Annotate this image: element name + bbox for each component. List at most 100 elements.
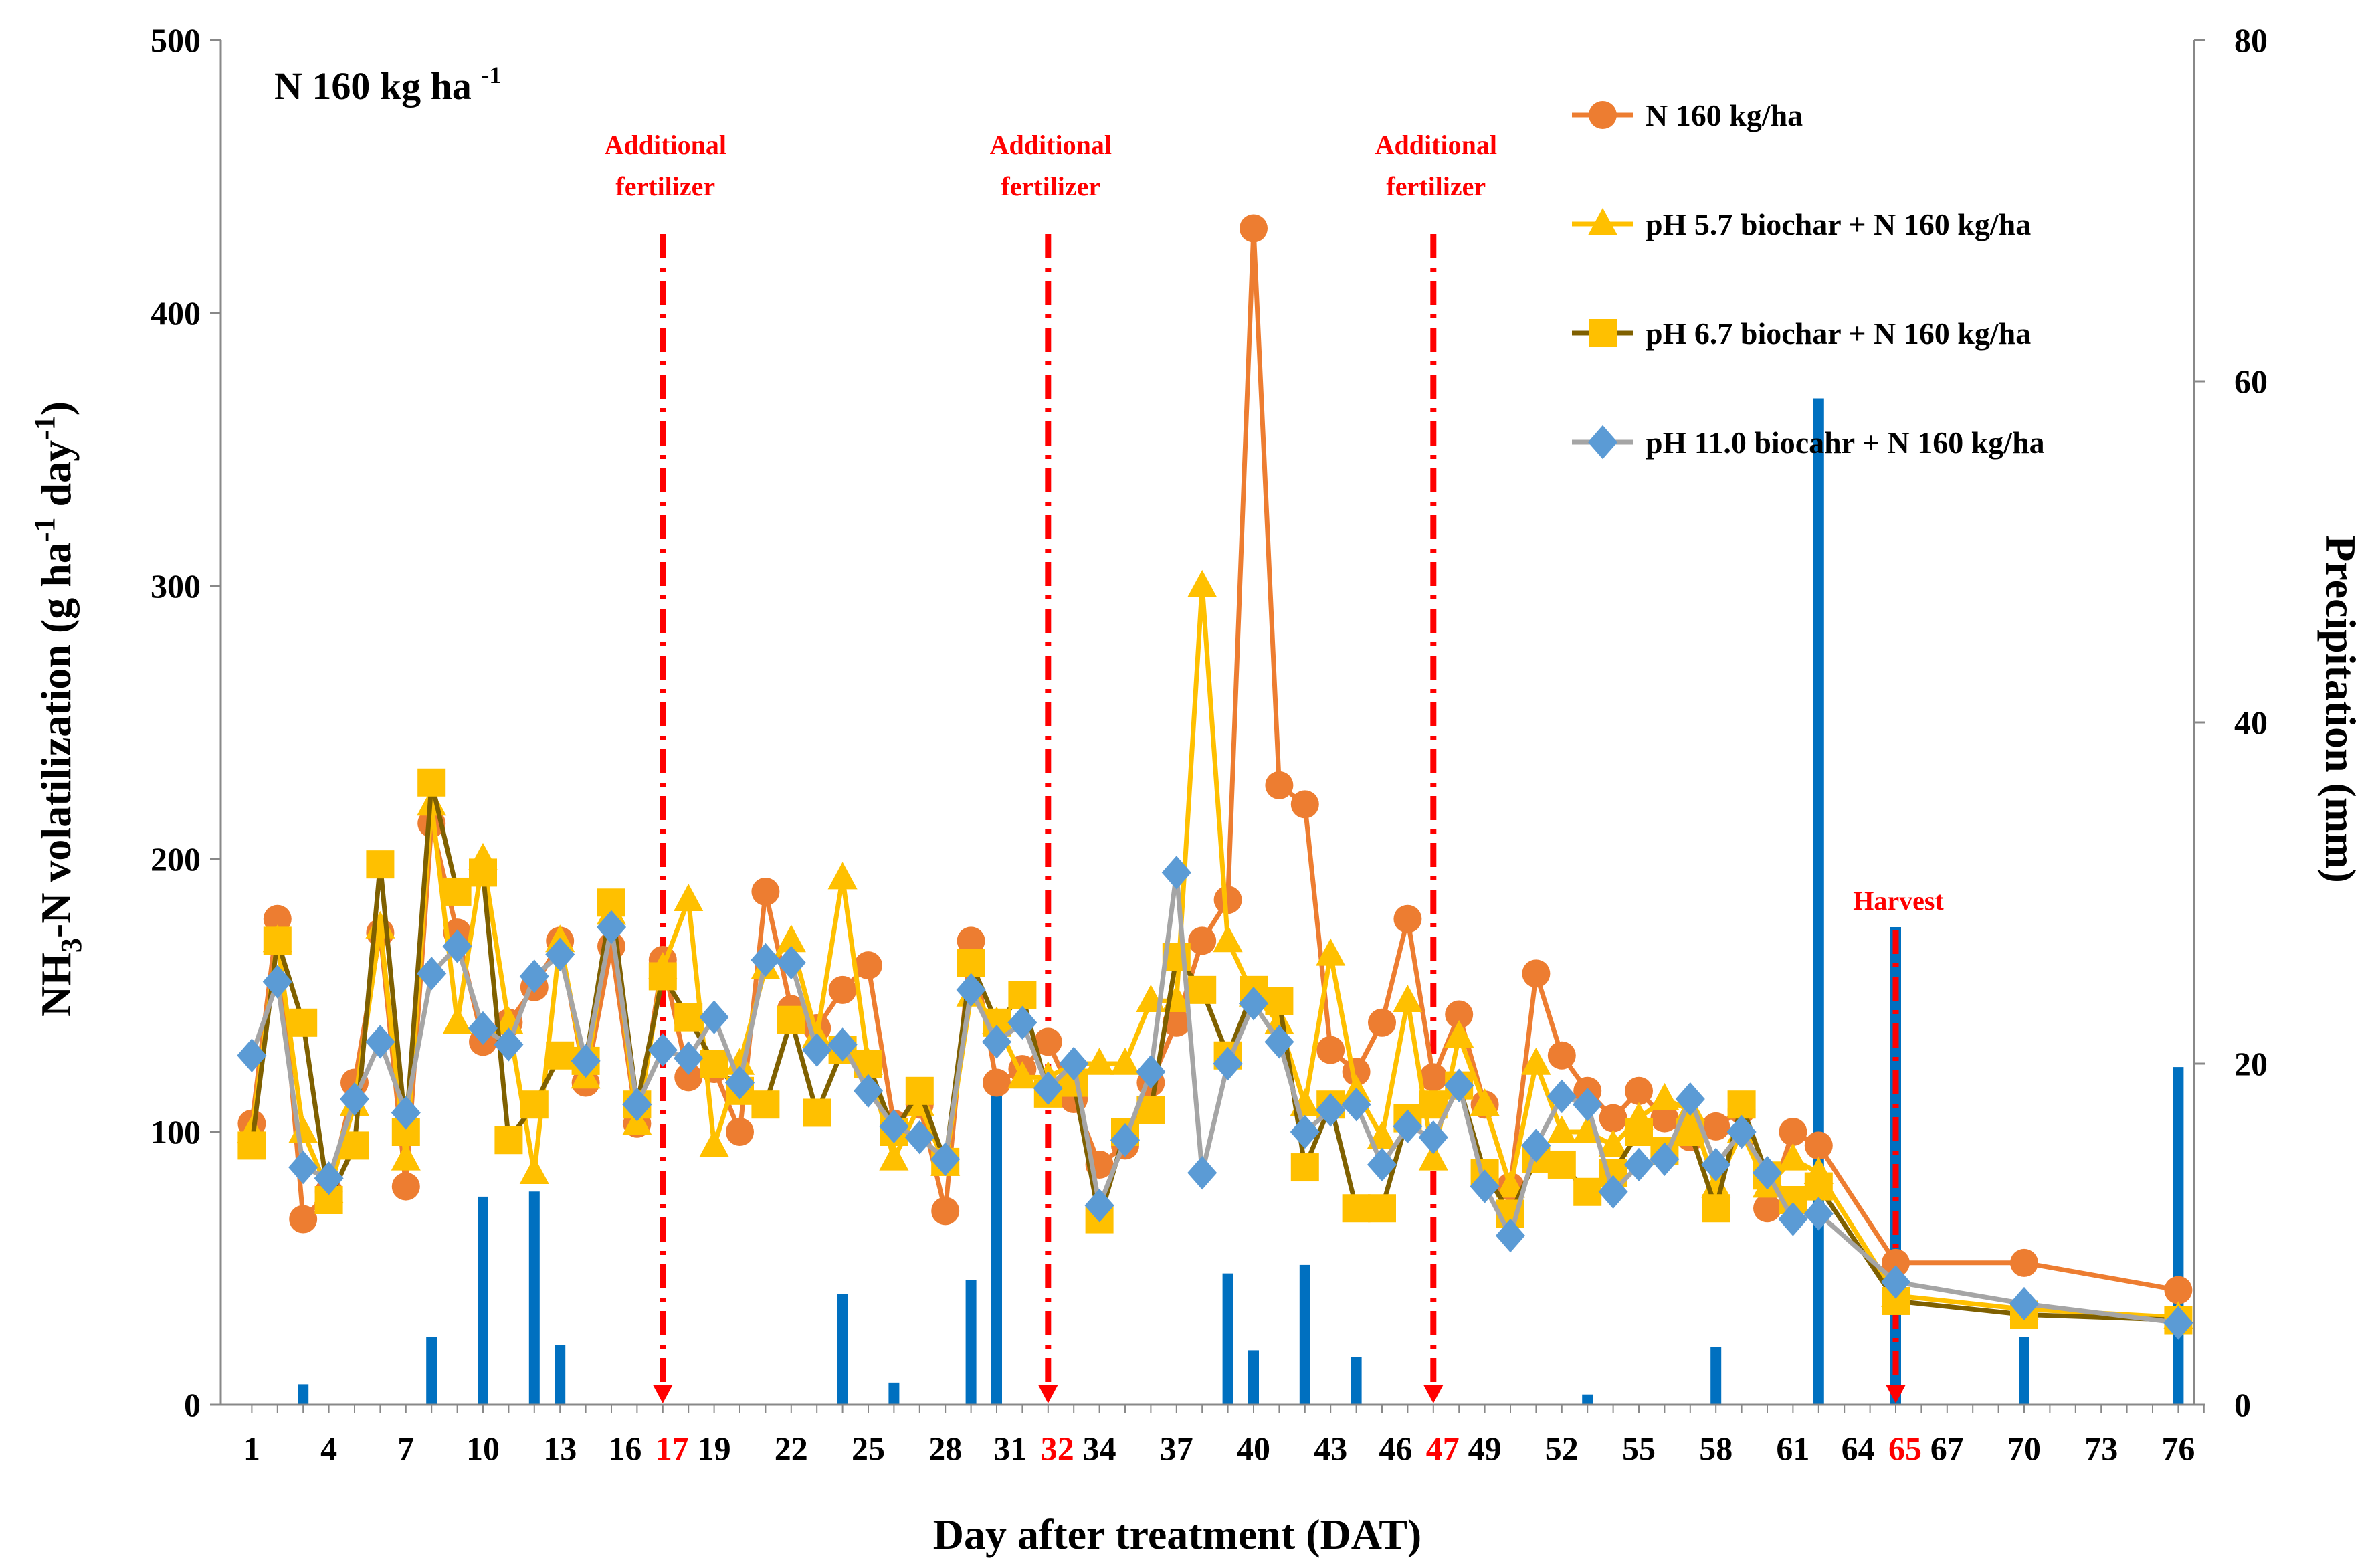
- legend-swatch-marker: [1589, 319, 1617, 347]
- x-tick-label: 46: [1379, 1430, 1412, 1467]
- data-point: [1495, 1218, 1526, 1253]
- data-point: [340, 1131, 369, 1160]
- data-point: [1702, 1194, 1730, 1223]
- event-arrowhead: [1423, 1385, 1444, 1403]
- data-point: [314, 1161, 344, 1195]
- series-lines: [237, 214, 2193, 1340]
- data-point: [1393, 1109, 1423, 1144]
- data-point: [1187, 569, 1217, 597]
- data-point: [751, 877, 780, 906]
- data-point: [1599, 1104, 1627, 1133]
- data-point: [1650, 1082, 1680, 1110]
- data-point: [1650, 1142, 1680, 1176]
- data-point: [674, 884, 704, 911]
- event-annotation: Additional: [1375, 130, 1497, 160]
- x-tick-label: 65: [1888, 1430, 1922, 1467]
- data-point: [1342, 1194, 1371, 1223]
- data-point: [1136, 1055, 1166, 1089]
- data-point: [494, 1126, 523, 1155]
- data-point: [853, 1074, 884, 1108]
- data-point: [1803, 1197, 1834, 1231]
- y-axis-title-left-sub3: 3: [55, 938, 88, 953]
- data-point: [1162, 1008, 1191, 1037]
- precipitation-bar: [298, 1384, 309, 1405]
- data-point: [469, 858, 497, 887]
- data-point: [1265, 987, 1294, 1015]
- data-point: [983, 1068, 1011, 1097]
- data-point: [699, 1000, 729, 1034]
- data-point: [289, 1008, 318, 1037]
- y-tick-right-label: 40: [2234, 704, 2268, 741]
- legend-swatch-marker: [1587, 425, 1618, 460]
- precipitation-bar: [528, 1191, 540, 1405]
- data-point: [931, 1197, 960, 1226]
- data-point: [1470, 1169, 1500, 1203]
- data-point: [442, 929, 472, 963]
- data-point: [1727, 1090, 1756, 1119]
- x-tick-label: 47: [1426, 1430, 1460, 1467]
- data-point: [1598, 1129, 1628, 1157]
- y-tick-left-label: 500: [151, 21, 201, 59]
- precipitation-bar: [478, 1196, 488, 1405]
- x-tick-label: 49: [1468, 1430, 1502, 1467]
- data-point: [1778, 1143, 1808, 1171]
- data-point: [545, 937, 575, 971]
- x-tick-label: 55: [1622, 1430, 1656, 1467]
- data-point: [1623, 1147, 1654, 1182]
- data-point: [776, 945, 806, 980]
- data-point: [1161, 856, 1191, 890]
- data-point: [1444, 1020, 1474, 1048]
- x-tick-label: 16: [608, 1430, 641, 1467]
- data-point: [1804, 1131, 1833, 1160]
- data-point: [1702, 1112, 1730, 1141]
- data-point: [2164, 1276, 2193, 1304]
- data-point: [1240, 214, 1268, 243]
- event-arrowhead: [1886, 1385, 1906, 1403]
- precipitation-bar: [837, 1294, 848, 1405]
- precipitation-bar: [888, 1382, 900, 1405]
- y-tick-right-label: 80: [2234, 21, 2268, 59]
- data-point: [1598, 1175, 1628, 1209]
- data-point: [1341, 1088, 1371, 1122]
- data-point: [802, 1033, 832, 1067]
- data-point: [1470, 1088, 1500, 1116]
- data-point: [1008, 981, 1037, 1009]
- data-point: [1625, 1118, 1653, 1146]
- y-tick-right-label: 20: [2234, 1045, 2268, 1082]
- data-point: [1316, 1036, 1345, 1064]
- x-tick-label: 58: [1699, 1430, 1733, 1467]
- x-tick-label: 52: [1545, 1430, 1579, 1467]
- data-point: [1264, 1025, 1294, 1059]
- data-point: [674, 1063, 703, 1092]
- precipitation-bar: [991, 1080, 1002, 1405]
- data-point: [1573, 1177, 1602, 1206]
- data-point: [1547, 1041, 1576, 1070]
- data-point: [751, 1090, 780, 1119]
- data-point: [724, 1066, 755, 1100]
- y-tick-right-label: 60: [2234, 363, 2268, 400]
- data-point: [1187, 1156, 1217, 1190]
- x-tick-label: 70: [2007, 1430, 2041, 1467]
- x-tick-label: 31: [993, 1430, 1027, 1467]
- data-point: [776, 924, 806, 953]
- data-point: [1521, 1047, 1551, 1075]
- data-point: [1753, 1194, 1781, 1223]
- precipitation-bar: [2019, 1337, 2030, 1405]
- data-point: [468, 1011, 498, 1046]
- data-point: [1445, 1000, 1474, 1029]
- data-point: [1188, 926, 1217, 955]
- data-point: [828, 975, 857, 1004]
- data-point: [1368, 1194, 1396, 1223]
- panel-title-main: N 160 kg ha: [274, 64, 472, 108]
- x-tick-label: 19: [698, 1430, 731, 1467]
- precipitation-bar: [555, 1345, 566, 1405]
- data-point: [1393, 904, 1422, 933]
- data-point: [1007, 1005, 1037, 1040]
- data-point: [1573, 1088, 1603, 1122]
- data-point: [699, 1129, 729, 1157]
- data-point: [366, 850, 395, 879]
- data-point: [365, 1025, 395, 1059]
- data-point: [956, 973, 986, 1007]
- data-point: [1213, 1046, 1243, 1081]
- data-point: [1701, 1147, 1731, 1182]
